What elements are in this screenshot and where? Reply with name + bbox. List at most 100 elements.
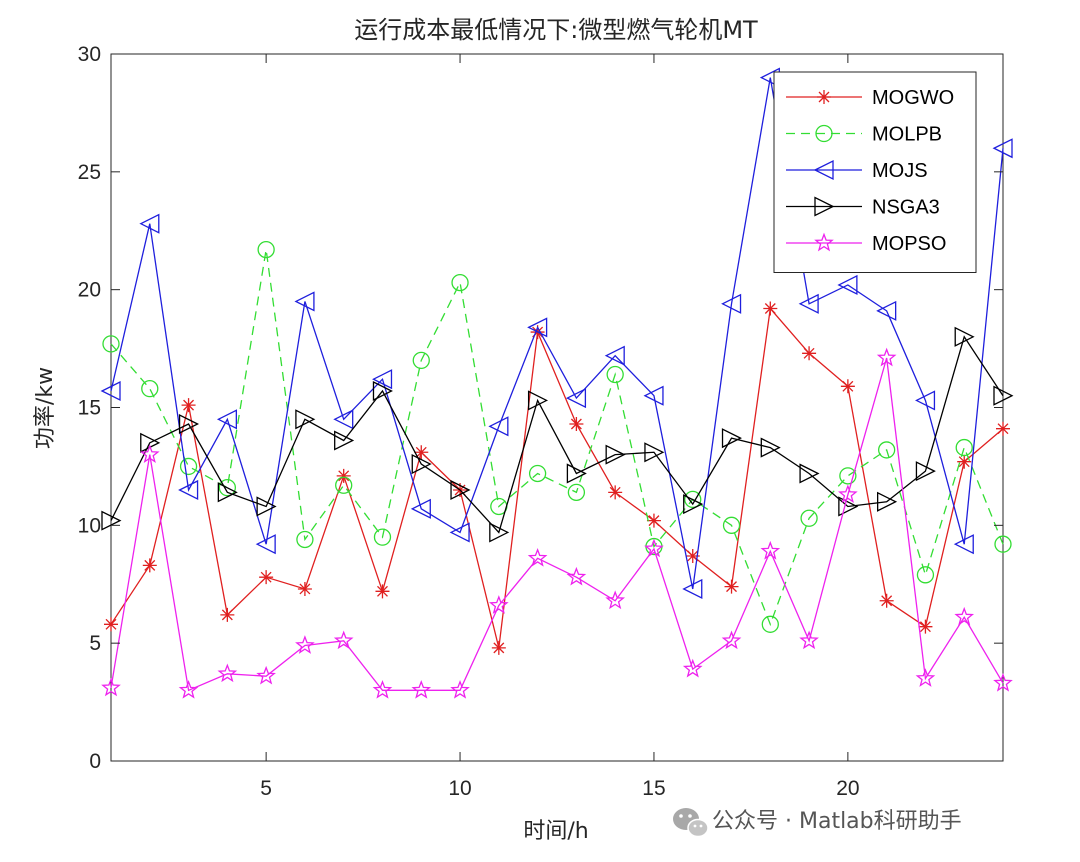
data-point: [411, 679, 432, 699]
data-point: [372, 679, 393, 699]
legend-marker: [814, 196, 835, 217]
data-point: [217, 663, 238, 683]
data-point: [685, 548, 700, 563]
data-point: [178, 413, 200, 435]
legend-marker: [813, 159, 834, 181]
legend-label: MOJS: [872, 160, 928, 182]
data-point: [682, 578, 703, 600]
data-point: [799, 630, 819, 650]
series-nsga3: [101, 326, 1014, 543]
watermark-text: 公众号 · Matlab科研助手: [712, 809, 962, 834]
data-point: [295, 409, 316, 430]
data-point: [259, 570, 274, 585]
legend-entry: MOPSO: [786, 232, 946, 255]
data-point: [722, 516, 741, 534]
data-point: [838, 496, 859, 517]
legend-label: NSGA3: [872, 197, 940, 219]
x-tick-label: 15: [642, 777, 665, 800]
watermark: 公众号 · Matlab科研助手: [673, 808, 962, 838]
data-point: [721, 630, 742, 650]
legend-marker: [815, 124, 833, 143]
y-tick-label: 30: [78, 43, 101, 66]
y-tick-label: 5: [89, 632, 101, 655]
data-point: [297, 581, 312, 596]
legend-label: MOGWO: [872, 87, 954, 109]
data-point: [178, 479, 199, 501]
data-point: [333, 630, 354, 650]
data-point: [879, 593, 894, 608]
data-point: [957, 454, 972, 469]
legend-marker: [814, 232, 834, 252]
legend-entry: MOLPB: [786, 124, 942, 146]
data-point: [141, 379, 159, 398]
data-point: [489, 522, 510, 543]
data-point: [646, 513, 661, 528]
data-point: [724, 579, 739, 594]
legend-marker: [817, 90, 831, 104]
y-tick-label: 10: [78, 514, 101, 537]
data-point: [527, 390, 549, 411]
data-point: [528, 464, 547, 483]
data-point: [256, 665, 276, 685]
y-tick-label: 0: [89, 750, 101, 773]
data-point: [994, 535, 1012, 553]
data-point: [604, 345, 625, 366]
data-point: [414, 445, 429, 460]
data-point: [799, 463, 820, 484]
data-point: [567, 483, 586, 501]
data-point: [566, 463, 587, 484]
data-point: [491, 640, 506, 655]
data-point: [333, 409, 354, 430]
data-point: [839, 467, 857, 485]
data-point: [102, 335, 120, 353]
data-point: [139, 444, 160, 463]
data-point: [798, 293, 819, 314]
data-point: [294, 291, 315, 312]
data-point: [915, 461, 936, 482]
data-point: [450, 479, 471, 501]
data-point: [644, 442, 665, 463]
data-point: [683, 494, 704, 515]
data-point: [800, 509, 818, 527]
data-point: [877, 491, 898, 512]
data-point: [410, 498, 431, 519]
data-point: [992, 138, 1013, 159]
data-point: [295, 635, 315, 654]
data-point: [876, 347, 897, 367]
data-point: [334, 430, 355, 451]
data-point: [996, 421, 1010, 436]
x-axis-label: 时间/h: [523, 819, 588, 844]
legend: MOGWO MOLPB MOJS NSGA3 MOPSO: [773, 71, 977, 273]
axis-ticks: 5 10 15 20 0 5 10 15 20 25 30: [78, 43, 1003, 800]
data-point: [375, 584, 390, 599]
data-point: [450, 679, 470, 699]
data-point: [993, 385, 1014, 406]
data-point: [255, 534, 276, 555]
data-point: [955, 438, 973, 457]
data-point: [373, 528, 392, 546]
data-point: [993, 672, 1013, 692]
data-point: [296, 530, 314, 549]
data-point: [527, 547, 548, 567]
data-point: [372, 369, 393, 390]
y-tick-label: 15: [78, 397, 101, 420]
data-point: [218, 478, 236, 497]
data-point: [916, 566, 935, 584]
legend-entry: MOGWO: [786, 87, 954, 109]
data-point: [644, 538, 664, 558]
data-point: [488, 416, 509, 437]
data-point: [449, 522, 470, 543]
y-tick-label: 25: [78, 161, 101, 184]
data-point: [682, 658, 703, 678]
data-point: [101, 677, 121, 697]
data-point: [760, 437, 781, 458]
series-mogwo: [104, 301, 1010, 655]
data-point: [217, 482, 238, 503]
data-point: [721, 293, 742, 314]
x-tick-label: 5: [260, 777, 272, 800]
data-point: [181, 398, 196, 413]
data-point: [802, 346, 817, 361]
chart-title: 运行成本最低情况下:微型燃气轮机MT: [354, 16, 758, 44]
data-point: [372, 380, 393, 402]
